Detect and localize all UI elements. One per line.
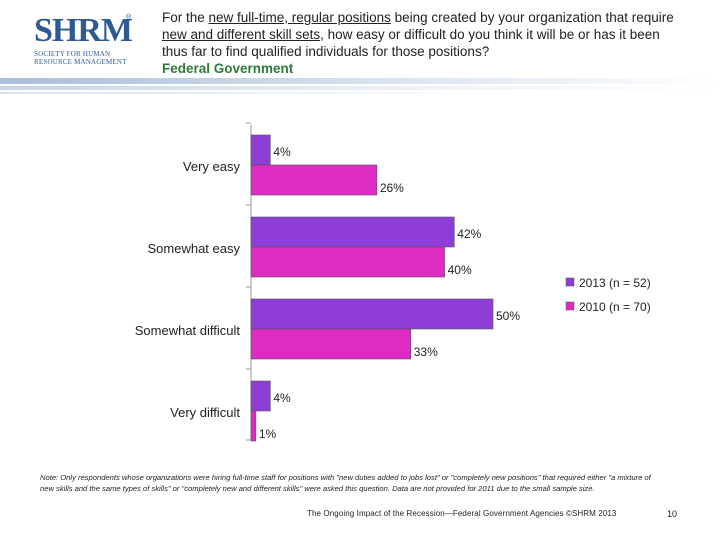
question-part-underlined: new and different skill sets bbox=[162, 27, 321, 42]
header-bar bbox=[0, 86, 720, 90]
page-number: 10 bbox=[667, 509, 678, 519]
header-bar bbox=[0, 92, 720, 94]
category-label-somewhat-difficult: Somewhat difficult bbox=[135, 323, 241, 338]
category-label-very-difficult: Very difficult bbox=[170, 405, 240, 420]
logo-line-1: SOCIETY FOR HUMAN bbox=[34, 50, 111, 58]
category-label-very-easy: Very easy bbox=[183, 159, 241, 174]
bar-somewhat-difficult-2013-n-52 bbox=[250, 298, 494, 330]
legend-label-2013-n-52: 2013 (n = 52) bbox=[579, 276, 651, 290]
legend-swatch-2013-n-52 bbox=[565, 277, 575, 287]
header-decoration-bars bbox=[0, 78, 720, 100]
logo-registered-mark: ® bbox=[126, 14, 132, 21]
logo-mark: SHRM bbox=[34, 12, 133, 49]
data-label-somewhat-difficult-2010-n-70: 33% bbox=[414, 345, 438, 359]
shrm-logo: SHRM ® SOCIETY FOR HUMAN RESOURCE MANAGE… bbox=[30, 10, 140, 72]
data-label-very-easy-2013-n-52: 4% bbox=[273, 145, 291, 159]
data-label-very-difficult-2010-n-70: 1% bbox=[259, 427, 277, 441]
data-label-somewhat-easy-2013-n-52: 42% bbox=[457, 227, 481, 241]
bar-very-easy-2010-n-70 bbox=[250, 164, 378, 196]
logo-subtitle: SOCIETY FOR HUMAN RESOURCE MANAGEMENT bbox=[34, 50, 138, 66]
bar-somewhat-difficult-2010-n-70 bbox=[250, 328, 412, 360]
header-bar bbox=[0, 78, 720, 84]
bar-very-difficult-2013-n-52 bbox=[250, 380, 271, 412]
question-part-underlined: new full-time, regular positions bbox=[208, 10, 391, 25]
bar-somewhat-easy-2010-n-70 bbox=[250, 246, 445, 278]
bar-very-easy-2013-n-52 bbox=[250, 134, 271, 166]
survey-question: For the new full-time, regular positions… bbox=[162, 9, 682, 60]
category-label-somewhat-easy: Somewhat easy bbox=[148, 241, 241, 256]
data-label-somewhat-easy-2010-n-70: 40% bbox=[448, 263, 472, 277]
data-label-very-easy-2010-n-70: 26% bbox=[380, 181, 404, 195]
footer-text: The Ongoing Impact of the Recession—Fede… bbox=[307, 509, 617, 518]
bar-somewhat-easy-2013-n-52 bbox=[250, 216, 455, 248]
question-part: For the bbox=[162, 10, 209, 25]
question-part: , how easy or difficult do you think it … bbox=[162, 27, 660, 59]
question-part: being created by your organization that … bbox=[390, 10, 674, 25]
chart-subtitle: Federal Government bbox=[162, 61, 294, 76]
data-label-somewhat-difficult-2013-n-52: 50% bbox=[496, 309, 520, 323]
data-label-very-difficult-2013-n-52: 4% bbox=[273, 391, 291, 405]
footnote: Note: Only respondents whose organizatio… bbox=[40, 473, 651, 493]
legend-label-2010-n-70: 2010 (n = 70) bbox=[579, 300, 651, 314]
bar-very-difficult-2010-n-70 bbox=[250, 410, 257, 442]
legend-swatch-2010-n-70 bbox=[565, 301, 575, 311]
logo-line-2: RESOURCE MANAGEMENT bbox=[34, 58, 127, 66]
